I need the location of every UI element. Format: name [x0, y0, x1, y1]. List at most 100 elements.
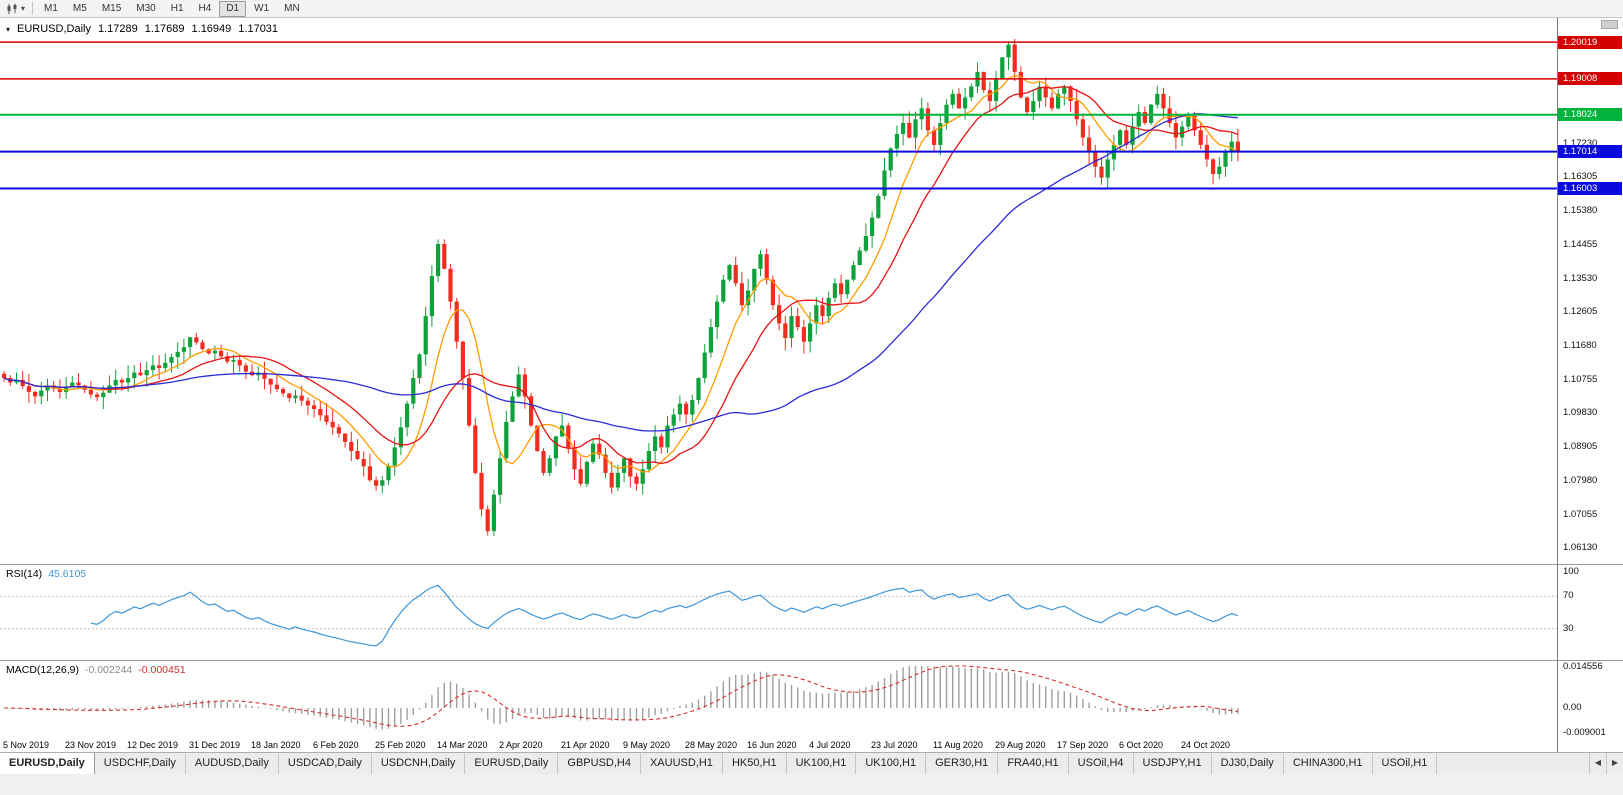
macd-plot[interactable]: [0, 661, 1557, 739]
tab-usdcad-daily[interactable]: USDCAD,Daily: [279, 753, 372, 774]
date-label: 23 Nov 2019: [65, 740, 117, 750]
tab-dj30-daily[interactable]: DJ30,Daily: [1212, 753, 1284, 774]
date-label: 16 Jun 2020: [747, 740, 797, 750]
date-label: 2 Apr 2020: [499, 740, 543, 750]
period-m5[interactable]: M5: [72, 2, 87, 14]
tab-fra40-h1[interactable]: FRA40,H1: [998, 753, 1069, 774]
price-tick: 1.12605: [1563, 306, 1598, 318]
candlestick-plot[interactable]: [0, 18, 1557, 564]
macd-name: MACD(12,26,9): [6, 664, 79, 676]
period-mn[interactable]: MN: [284, 2, 300, 14]
timeframe-toolbar: ▾ M1 M5 M15 M30 H1 H4 D1 W1 MN: [0, 0, 1623, 18]
hline-price-tag: 1.16003: [1558, 181, 1622, 195]
macd-signal-value: -0.000451: [138, 664, 186, 676]
ohlc-high: 1.17689: [144, 23, 185, 35]
date-label: 18 Jan 2020: [251, 740, 301, 750]
tab-uk100-h1[interactable]: UK100,H1: [856, 753, 927, 774]
period-m1[interactable]: M1: [44, 2, 58, 14]
period-h4[interactable]: H4: [198, 2, 212, 14]
tab-usoil-h4[interactable]: USOil,H4: [1069, 753, 1134, 774]
date-label: 6 Feb 2020: [313, 740, 359, 750]
tab-gbpusd-h4[interactable]: GBPUSD,H4: [558, 753, 641, 774]
time-axis: 5 Nov 2019 23 Nov 2019 12 Dec 2019 31 Dec 2…: [0, 739, 1623, 752]
rsi-name: RSI(14): [6, 568, 43, 580]
chart-shift-marker[interactable]: [1601, 20, 1618, 29]
period-m15[interactable]: M15: [101, 2, 122, 14]
period-button-group: M1 M5 M15 M30 H1 H4 D1 W1 MN: [37, 0, 307, 17]
macd-label: MACD(12,26,9) -0.002244 -0.000451: [6, 664, 186, 676]
ohlc-low: 1.16949: [191, 23, 232, 35]
ohlc-open: 1.17289: [97, 23, 138, 35]
tab-usdjpy-h1[interactable]: USDJPY,H1: [1134, 753, 1212, 774]
tab-hk50-h1[interactable]: HK50,H1: [723, 753, 787, 774]
tab-scroll-left-icon[interactable]: ◀: [1589, 753, 1606, 774]
main-chart-panel[interactable]: ▾ EURUSD,Daily 1.17289 1.17689 1.16949 1…: [0, 18, 1623, 564]
price-tick: 1.15380: [1563, 205, 1598, 217]
chart-tab-bar: EURUSD,Daily USDCHF,Daily AUDUSD,Daily USDC…: [0, 752, 1623, 774]
tab-ger30-h1[interactable]: GER30,H1: [926, 753, 999, 774]
hline-price-tag: 1.18024: [1558, 108, 1622, 122]
price-axis-border: [1557, 18, 1558, 752]
date-label: 12 Dec 2019: [127, 740, 179, 750]
tab-usoil-h1[interactable]: USOil,H1: [1373, 753, 1438, 774]
tab-audusd-daily[interactable]: AUDUSD,Daily: [186, 753, 279, 774]
price-tick: 1.07055: [1563, 508, 1598, 520]
macd-value: -0.002244: [84, 664, 133, 676]
date-label: 21 Apr 2020: [561, 740, 610, 750]
chart-type-button[interactable]: ▾: [3, 3, 28, 15]
rsi-value: 45.6105: [48, 568, 87, 580]
tab-scroll-arrows: ◀ ▶: [1589, 753, 1623, 774]
period-w1[interactable]: W1: [254, 2, 270, 14]
chart-info: ▾ EURUSD,Daily 1.17289 1.17689 1.16949 1…: [6, 23, 278, 35]
date-label: 29 Aug 2020: [995, 740, 1046, 750]
chart-symbol-label: EURUSD,Daily: [17, 23, 91, 35]
rsi-label: RSI(14) 45.6105: [6, 568, 86, 580]
date-label: 24 Oct 2020: [1181, 740, 1231, 750]
window-bottom-strip: [0, 774, 1623, 795]
macd-axis-tick: 0.00: [1563, 702, 1582, 714]
hline-price-tag: 1.17014: [1558, 145, 1622, 159]
rsi-axis-tick: 100: [1563, 566, 1579, 577]
macd-panel[interactable]: MACD(12,26,9) -0.002244 -0.000451 0.0145…: [0, 661, 1623, 739]
tab-scroll-right-icon[interactable]: ▶: [1606, 753, 1623, 774]
chart-menu-icon[interactable]: ▾: [6, 24, 11, 34]
macd-axis-tick: 0.014556: [1563, 661, 1603, 672]
rsi-axis-tick: 70: [1563, 590, 1574, 602]
tab-xauusd-h1[interactable]: XAUUSD,H1: [641, 753, 723, 774]
hline-price-tag: 1.20019: [1558, 35, 1622, 49]
date-label: 28 May 2020: [685, 740, 738, 750]
hline-price-tag: 1.19008: [1558, 72, 1622, 86]
tab-eurusd-daily[interactable]: EURUSD,Daily: [465, 753, 559, 774]
rsi-panel[interactable]: RSI(14) 45.6105 100 70 30: [0, 565, 1623, 660]
date-label: 25 Feb 2020: [375, 740, 426, 750]
candlestick-chart-icon: [7, 3, 17, 14]
price-tick: 1.07980: [1563, 474, 1598, 486]
tab-usdcnh-daily[interactable]: USDCNH,Daily: [372, 753, 466, 774]
date-label: 17 Sep 2020: [1057, 740, 1109, 750]
ohlc-close: 1.17031: [238, 23, 279, 35]
price-tick: 1.11680: [1563, 340, 1597, 352]
rsi-plot[interactable]: [0, 565, 1557, 660]
date-label: 4 Jul 2020: [809, 740, 851, 750]
tab-china300-h1[interactable]: CHINA300,H1: [1284, 753, 1373, 774]
date-label: 31 Dec 2019: [189, 740, 241, 750]
tab-uk100-h1[interactable]: UK100,H1: [787, 753, 857, 774]
period-d1[interactable]: D1: [219, 0, 247, 17]
date-label: 11 Aug 2020: [933, 740, 983, 750]
macd-axis-tick: -0.009001: [1563, 727, 1606, 738]
price-tick: 1.08905: [1563, 441, 1598, 453]
toolbar-separator: [32, 2, 34, 15]
date-label: 23 Jul 2020: [871, 740, 918, 750]
period-m30[interactable]: M30: [136, 2, 156, 14]
price-tick: 1.10755: [1563, 373, 1598, 385]
date-label: 5 Nov 2019: [3, 740, 50, 750]
tab-eurusd-daily[interactable]: EURUSD,Daily: [0, 753, 95, 774]
price-tick: 1.09830: [1563, 407, 1598, 419]
date-label: 14 Mar 2020: [437, 740, 488, 750]
panel-splitter[interactable]: [0, 660, 1623, 661]
panel-splitter[interactable]: [0, 564, 1623, 565]
tab-usdchf-daily[interactable]: USDCHF,Daily: [95, 753, 186, 774]
date-label: 6 Oct 2020: [1119, 740, 1164, 750]
chart-type-dropdown-icon[interactable]: ▾: [21, 4, 26, 13]
period-h1[interactable]: H1: [170, 2, 184, 14]
